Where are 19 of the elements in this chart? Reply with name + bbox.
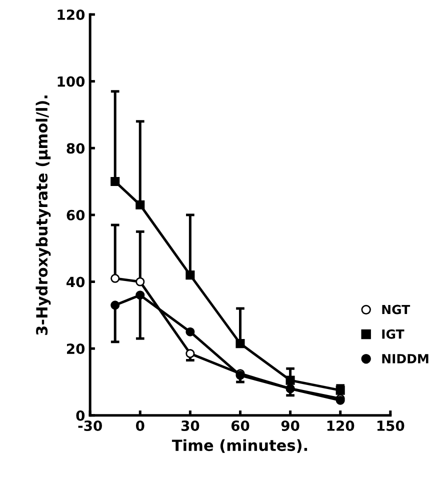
legend-label: NIDDM	[382, 354, 428, 364]
y-axis-title: 3-Hydroxybutyrate (μmol/l).	[36, 96, 51, 335]
y-tick-label: 100	[58, 76, 85, 87]
x-tick-label: 60	[231, 420, 250, 431]
x-tick-label: 90	[281, 420, 300, 431]
x-tick-label: 30	[181, 420, 200, 431]
y-tick-label: 20	[67, 344, 85, 354]
x-tick-label: 0	[136, 420, 144, 431]
legend-label: IGT	[382, 329, 404, 339]
y-tick-label: 80	[66, 143, 85, 154]
y-tick-label: 40	[66, 276, 85, 288]
y-tick-label: 0	[76, 410, 85, 421]
y-tick-label: 120	[58, 9, 85, 20]
y-tick-label: 60	[66, 210, 85, 220]
x-tick-label: 150	[377, 420, 404, 431]
x-axis-title: Time (minutes).	[172, 439, 308, 453]
x-tick-label: -30	[78, 420, 102, 431]
legend-label: NGT	[382, 304, 410, 314]
x-tick-label: 120	[327, 420, 354, 431]
